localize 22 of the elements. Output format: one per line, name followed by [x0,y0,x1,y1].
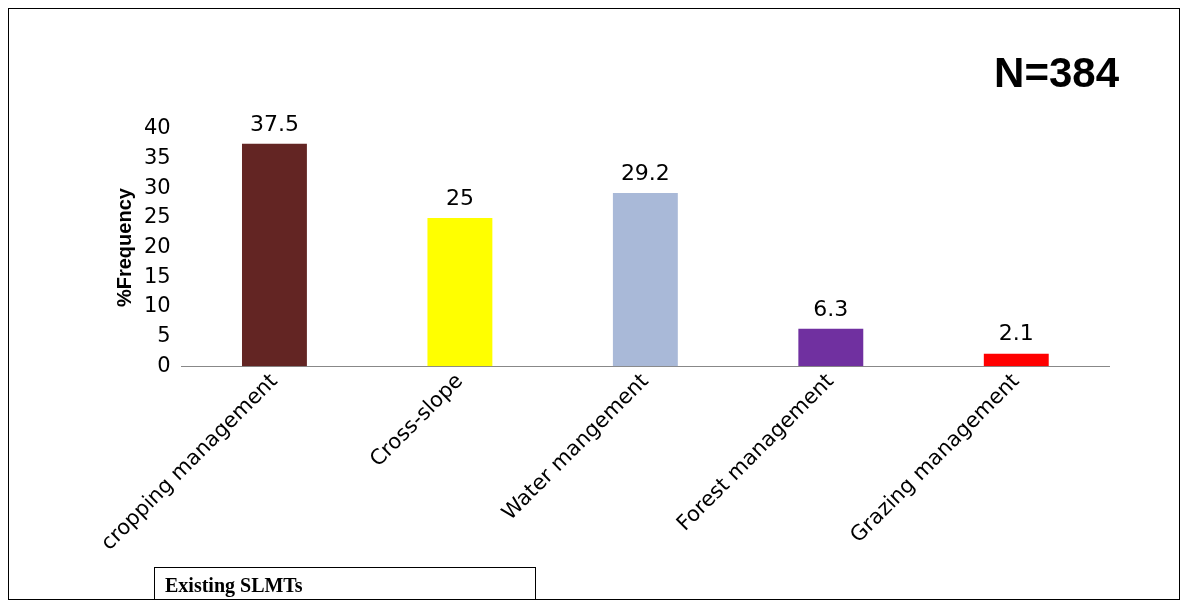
x-axis-title: Existing SLMTs [164,573,304,599]
y-tick-label: 25 [143,204,171,229]
y-tick-label: 15 [143,263,171,288]
y-axis-title: %Frequency [112,187,135,308]
bar [983,353,1049,367]
bar [612,193,678,367]
bar [798,328,864,367]
data-label: 6.3 [813,295,849,321]
data-label: 25 [445,184,474,210]
data-label: 29.2 [620,159,670,185]
y-tick-label: 40 [143,115,171,140]
bar [242,143,307,367]
y-tick-label: 10 [143,293,171,318]
data-label: 37.5 [249,110,299,136]
text: N=384 [994,49,1119,97]
y-tick-label: 35 [143,145,171,170]
y-tick-label: 5 [157,322,171,347]
y-tick-label: 0 [157,352,171,377]
y-tick-label: 30 [143,174,171,199]
y-tick-label: 20 [143,234,171,259]
bar [427,217,493,367]
data-label: 2.1 [998,320,1034,346]
